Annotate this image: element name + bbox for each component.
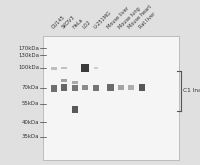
- Bar: [50, 85, 58, 92]
- Bar: [81, 64, 89, 72]
- Bar: [83, 67, 88, 69]
- Text: 70kDa: 70kDa: [22, 85, 39, 90]
- Text: U-251MG: U-251MG: [92, 10, 112, 30]
- Bar: [94, 67, 98, 69]
- Text: Mouse lung: Mouse lung: [117, 6, 141, 30]
- Text: DU145: DU145: [50, 15, 66, 30]
- Bar: [128, 85, 134, 90]
- Bar: [61, 79, 67, 82]
- Text: 170kDa: 170kDa: [18, 46, 39, 50]
- Bar: [107, 84, 114, 91]
- Bar: [118, 85, 124, 90]
- Bar: [139, 84, 145, 91]
- Bar: [82, 85, 88, 90]
- Text: Mouse liver: Mouse liver: [106, 6, 131, 30]
- Text: 40kDa: 40kDa: [22, 120, 39, 125]
- Text: 35kDa: 35kDa: [22, 134, 39, 139]
- Bar: [61, 84, 67, 91]
- Text: HeLa: HeLa: [71, 18, 84, 30]
- Text: 100kDa: 100kDa: [18, 65, 39, 70]
- Bar: [51, 67, 57, 70]
- Text: 55kDa: 55kDa: [22, 101, 39, 106]
- Text: LO2: LO2: [81, 20, 92, 30]
- Bar: [72, 106, 78, 113]
- Bar: [72, 84, 78, 91]
- Text: 130kDa: 130kDa: [18, 53, 39, 58]
- Text: C1 Inactivator: C1 Inactivator: [183, 88, 200, 93]
- Text: Rat liver: Rat liver: [138, 12, 157, 30]
- Bar: [93, 84, 99, 91]
- Bar: [72, 81, 78, 83]
- Text: Mouse heart: Mouse heart: [127, 4, 153, 30]
- Bar: [61, 67, 67, 69]
- Bar: [43, 36, 179, 160]
- Text: SKOV3: SKOV3: [60, 15, 76, 30]
